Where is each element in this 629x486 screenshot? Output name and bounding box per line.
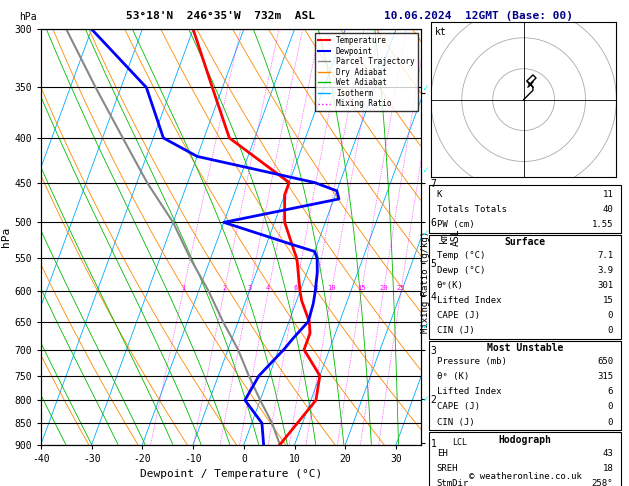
Text: 0: 0 [608,417,613,427]
Text: CAPE (J): CAPE (J) [437,402,480,412]
Text: 6: 6 [608,387,613,397]
Text: CIN (J): CIN (J) [437,417,474,427]
Text: © weatheronline.co.uk: © weatheronline.co.uk [469,472,582,481]
Text: 10: 10 [327,285,336,291]
Text: 258°: 258° [592,479,613,486]
Text: 6: 6 [294,285,298,291]
Text: 10.06.2024  12GMT (Base: 00): 10.06.2024 12GMT (Base: 00) [384,11,572,21]
Text: 18: 18 [603,464,613,472]
Text: 20: 20 [379,285,387,291]
Text: θᵉ(K): θᵉ(K) [437,281,464,290]
Bar [429,185,621,232]
Bar [429,235,621,339]
Text: kt: kt [435,27,447,37]
Text: ✓: ✓ [423,83,428,92]
Text: Mixing Ratio (g/kg): Mixing Ratio (g/kg) [421,231,430,333]
Text: Lifted Index: Lifted Index [437,296,501,305]
Text: 43: 43 [603,449,613,457]
Text: 15: 15 [357,285,366,291]
Text: Hodograph: Hodograph [498,434,552,445]
Text: 25: 25 [397,285,405,291]
Text: 40: 40 [603,205,613,214]
Text: StmDir: StmDir [437,479,469,486]
Text: 7.1: 7.1 [597,251,613,260]
Text: 3.9: 3.9 [597,266,613,275]
Text: Most Unstable: Most Unstable [487,343,563,353]
Text: 1: 1 [181,285,185,291]
Y-axis label: km
ASL: km ASL [439,228,460,246]
Text: K: K [437,190,442,199]
Text: ✓: ✓ [423,228,428,238]
Text: 0: 0 [608,326,613,335]
Text: Lifted Index: Lifted Index [437,387,501,397]
Text: SREH: SREH [437,464,458,472]
Text: CIN (J): CIN (J) [437,326,474,335]
Bar [429,432,621,486]
Text: 3: 3 [247,285,252,291]
Text: ✓: ✓ [423,394,428,403]
Text: LCL: LCL [452,438,467,447]
Text: θᵉ (K): θᵉ (K) [437,372,469,382]
Text: EH: EH [437,449,447,457]
Text: 0: 0 [608,402,613,412]
Text: hPa: hPa [19,12,36,22]
Text: Dewp (°C): Dewp (°C) [437,266,485,275]
Text: 315: 315 [597,372,613,382]
Text: Totals Totals: Totals Totals [437,205,506,214]
Legend: Temperature, Dewpoint, Parcel Trajectory, Dry Adiabat, Wet Adiabat, Isotherm, Mi: Temperature, Dewpoint, Parcel Trajectory… [315,33,418,111]
Text: Surface: Surface [504,237,545,247]
Text: 11: 11 [603,190,613,199]
Text: ✓: ✓ [423,321,428,330]
Text: PW (cm): PW (cm) [437,220,474,229]
Text: 15: 15 [603,296,613,305]
Text: ✓: ✓ [423,165,428,175]
Bar [429,341,621,430]
Text: 2: 2 [222,285,226,291]
Text: 53°18'N  246°35'W  732m  ASL: 53°18'N 246°35'W 732m ASL [126,11,314,21]
Text: 1.55: 1.55 [592,220,613,229]
Text: Temp (°C): Temp (°C) [437,251,485,260]
Text: 8: 8 [313,285,318,291]
Text: 650: 650 [597,357,613,366]
Text: CAPE (J): CAPE (J) [437,311,480,320]
Text: 0: 0 [608,311,613,320]
Y-axis label: hPa: hPa [1,227,11,247]
Text: 301: 301 [597,281,613,290]
Text: 4: 4 [266,285,270,291]
X-axis label: Dewpoint / Temperature (°C): Dewpoint / Temperature (°C) [140,469,322,479]
Text: Pressure (mb): Pressure (mb) [437,357,506,366]
